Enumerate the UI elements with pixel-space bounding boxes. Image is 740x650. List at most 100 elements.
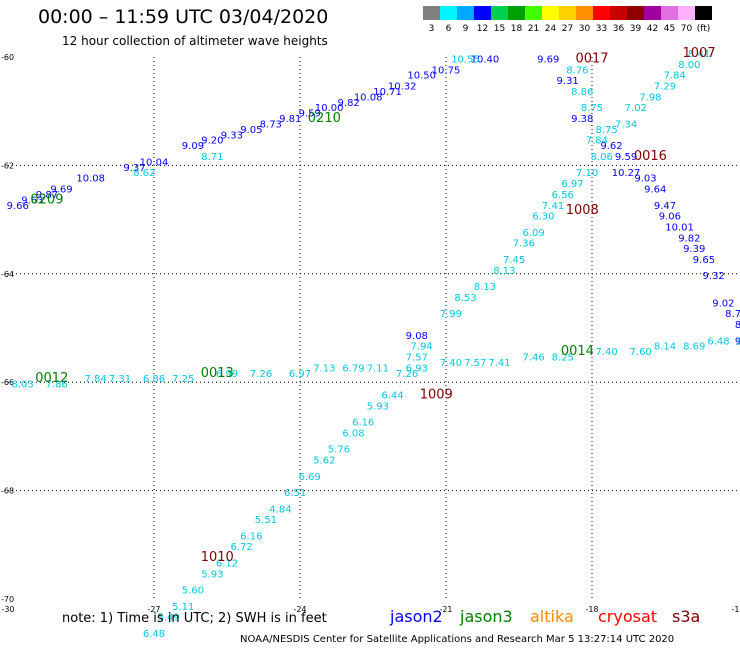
wave-height-point: 6.97 [289,369,311,380]
pass-time-label: 0209 [30,192,63,207]
wave-height-point: 8.76 [566,65,588,76]
wave-height-point: 9.38 [571,114,593,125]
wave-height-point: 8.73 [260,119,282,130]
wave-height-point: 10.71 [373,87,402,98]
legend-entry-jason3: jason3 [460,607,513,626]
wave-height-point: 7.26 [396,369,418,380]
colorbar-swatch [678,6,695,20]
wave-height-point: 6.97 [561,179,583,190]
wave-height-point: 7.40 [595,347,617,358]
colorbar-label: 9 [462,24,469,34]
wave-height-point: 7.36 [513,239,535,250]
wave-height-point: 7.25 [172,374,194,385]
wave-height-point: 6.99 [216,369,238,380]
y-tick-label: -68 [1,487,14,496]
wave-height-point: 7.60 [630,347,652,358]
wave-height-point: 7.84 [664,71,686,82]
wave-height-point: 6.86 [143,374,165,385]
wave-height-point: 7.31 [109,374,131,385]
wave-height-point: 9.05 [240,125,262,136]
y-tick-label: -60 [1,53,14,62]
wave-height-point: 8.62 [133,168,155,179]
wave-height-point: 8.75 [595,125,617,136]
wave-height-point: 6.44 [381,390,403,401]
wave-height-point: 9.82 [338,98,360,109]
legend-entry-jason2: jason2 [390,607,443,626]
x-tick-label: -27 [147,605,160,614]
wave-height-point: 9.20 [201,136,223,147]
colorbar-swatch [491,6,508,20]
wave-height-point: 10.00 [315,103,344,114]
wave-height-point: 8.7 [725,309,740,320]
colorbar-swatch [576,6,593,20]
wave-height-point: 9.06 [659,212,681,223]
wave-height-point: 10.04 [140,157,169,168]
wave-height-point: 7.10 [576,168,598,179]
wave-height-point: 9.08 [406,331,428,342]
wave-height-point: 5.49 [157,613,179,624]
wave-height-point: 9.39 [683,244,705,255]
y-tick-label: -64 [1,270,14,279]
wave-height-point: 7.84 [586,136,608,147]
wave-height-point: 10.08 [76,174,105,185]
colorbar-swatch [644,6,661,20]
x-tick-label: -21 [439,605,452,614]
colorbar-swatch [559,6,576,20]
colorbar-swatch [525,6,542,20]
y-tick-label: -70 [1,595,14,604]
wave-height-point: 9.47 [654,201,676,212]
wave-height-point: 10.40 [471,54,500,65]
wave-height-point: 6.79 [342,363,364,374]
legend-entry-cryosat: cryosat [598,607,658,626]
colorbar-swatch [440,6,457,20]
wave-height-point: 10.01 [665,222,694,233]
wave-height-point: 10.32 [388,82,417,93]
colorbar-label: 3 [428,24,435,34]
wave-height-point: 9.59 [299,109,321,120]
x-tick-label: -18 [585,605,598,614]
wave-height-point: 8.08 [737,336,740,347]
wave-height-point: 9.82 [678,233,700,244]
wave-height-point: 7.41 [488,358,510,369]
wave-height-point: 7.11 [367,363,389,374]
wave-height-point: 8.25 [552,353,574,364]
pass-time-label: 0210 [308,111,341,126]
pass-time-label: 1010 [201,550,234,565]
wave-height-point: 4.84 [269,504,291,515]
wave-height-point: 7.98 [639,92,661,103]
wave-height-point: 6.30 [532,212,554,223]
wave-height-point: 8.14 [654,342,676,353]
wave-height-point: 7.26 [250,369,272,380]
wave-height-point: 6.48 [143,629,165,640]
wave-height-point: 5.93 [367,401,389,412]
colorbar-label: 6 [445,24,452,34]
colorbar-swatch [695,6,712,20]
colorbar-swatch [457,6,474,20]
wave-height-point: 9.37 [123,163,145,174]
pass-time-label: 1009 [420,387,453,402]
wave-height-point: 7.46 [522,353,544,364]
wave-height-point: 8.53 [454,293,476,304]
wave-height-point: 9.87 [36,190,58,201]
legend-entry-altika: altika [530,607,574,626]
y-tick-label: -62 [1,161,14,170]
wave-height-point: 7.45 [503,255,525,266]
wave-height-point: 9.31 [557,76,579,87]
colorbar-swatch [593,6,610,20]
wave-height-point: 9.32 [703,271,725,282]
wave-height-point: 7.84 [84,374,106,385]
wave-height-point: 6.51 [284,488,306,499]
wave-height-point: 6.72 [230,542,252,553]
colorbar-label: 30 [578,24,591,34]
wave-height-point: 5.51 [255,515,277,526]
wave-height-point: 7.02 [625,103,647,114]
wave-height-point: 7.86 [46,380,68,391]
colorbar-swatch [474,6,491,20]
pass-time-label: 0016 [634,149,667,164]
wave-height-point: 7.94 [411,342,433,353]
wave-height-point: 5.62 [313,456,335,467]
colorbar-swatch [542,6,559,20]
wave-height-point: 9.64 [644,185,666,196]
colorbar-label: 27 [561,24,574,34]
